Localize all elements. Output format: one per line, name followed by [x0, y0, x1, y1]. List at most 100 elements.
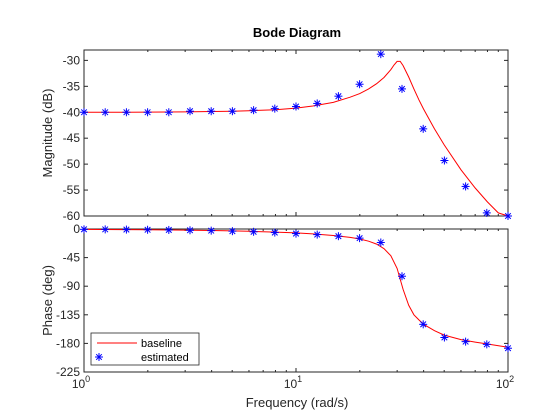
- marker-stroke: [186, 227, 194, 234]
- marker-stroke: [483, 209, 490, 217]
- magnitude-axes-frame: [83, 49, 509, 217]
- marker-stroke: [123, 109, 130, 116]
- marker-stroke: [229, 228, 236, 235]
- marker-stroke: [186, 108, 194, 115]
- marker-stroke: [80, 109, 88, 116]
- estimated-marker: [207, 226, 216, 235]
- estimated-marker: [334, 92, 343, 101]
- legend-box: [90, 332, 200, 366]
- magnitude-panel: -60 -55 -50 -45 -40 -35 -30 Magnitude (dB): [40, 49, 512, 223]
- marker-stroke: [398, 85, 406, 93]
- marker-stroke: [314, 100, 321, 107]
- magnitude-ticks: -60 -55 -50 -45 -40 -35 -30: [63, 50, 509, 223]
- marker-stroke: [504, 345, 512, 352]
- marker-stroke: [292, 103, 300, 110]
- estimated-marker: [355, 234, 364, 243]
- marker-stroke: [377, 239, 384, 246]
- marker-stroke: [95, 353, 103, 361]
- marker-stroke: [420, 321, 427, 328]
- magnitude-y-axis-label: Magnitude (dB): [40, 89, 55, 178]
- estimated-marker: [101, 108, 110, 117]
- y-tick-label: -50: [63, 157, 81, 171]
- y-tick-label: -30: [63, 53, 81, 67]
- marker-stroke: [144, 109, 151, 116]
- legend-label-estimated: estimated: [141, 352, 189, 364]
- marker-stroke: [335, 93, 342, 100]
- marker-stroke: [504, 212, 512, 220]
- estimated-marker: [164, 225, 173, 234]
- marker-stroke: [80, 226, 88, 233]
- estimated-marker: [504, 212, 512, 220]
- chart-title: Bode Diagram: [253, 25, 341, 40]
- estimated-marker: [292, 229, 300, 238]
- y-tick-label: -35: [63, 79, 81, 93]
- estimated-marker: [143, 225, 152, 234]
- marker-stroke: [292, 230, 300, 237]
- y-tick-label: -180: [56, 336, 80, 350]
- legend: baseline estimated: [90, 332, 200, 366]
- marker-stroke: [356, 81, 363, 88]
- estimated-marker: [80, 225, 88, 234]
- phase-y-axis-label: Phase (deg): [40, 265, 55, 336]
- estimated-marker: [122, 225, 131, 234]
- estimated-marker: [355, 80, 364, 89]
- marker-stroke: [271, 229, 278, 236]
- estimated-marker: [80, 108, 88, 117]
- estimated-marker: [397, 84, 406, 93]
- marker-stroke: [377, 50, 384, 58]
- estimated-marker: [228, 107, 237, 116]
- marker-stroke: [441, 157, 448, 164]
- marker-stroke: [441, 334, 448, 341]
- x-tick-exponent: 0: [85, 374, 90, 384]
- y-tick-label: -45: [63, 131, 81, 145]
- marker-stroke: [462, 338, 469, 345]
- marker-stroke: [335, 233, 342, 240]
- marker-stroke: [102, 109, 109, 116]
- estimated-marker: [143, 108, 152, 117]
- estimated-marker: [419, 320, 428, 329]
- marker-stroke: [165, 226, 172, 234]
- marker-stroke: [250, 107, 257, 114]
- marker-stroke: [208, 227, 215, 234]
- y-tick-label: -135: [56, 308, 80, 322]
- estimated-marker: [207, 107, 216, 116]
- x-tick-label: 100: [72, 374, 90, 391]
- estimated-marker: [334, 232, 343, 241]
- marker-stroke: [250, 228, 257, 235]
- estimated-marker: [185, 226, 194, 235]
- estimated-marker: [228, 227, 237, 236]
- estimated-marker: [504, 344, 512, 353]
- x-tick-label: 101: [284, 374, 302, 391]
- estimated-marker: [122, 108, 131, 117]
- estimated-marker: [461, 182, 470, 191]
- x-tick-exponent: 2: [509, 374, 514, 384]
- x-tick-base: 10: [284, 377, 298, 391]
- marker-stroke: [144, 226, 151, 233]
- legend-label-baseline: baseline: [141, 338, 182, 350]
- estimated-marker: [313, 230, 322, 239]
- y-tick-label: -225: [56, 365, 80, 379]
- x-tick-base: 10: [496, 377, 510, 391]
- marker-stroke: [483, 341, 490, 348]
- estimated-marker: [292, 102, 300, 111]
- magnitude-series: [80, 50, 512, 220]
- estimated-marker: [376, 50, 385, 59]
- marker-stroke: [314, 231, 321, 238]
- frequency-ticks: 100 101 102: [72, 374, 514, 391]
- legend-items: baseline estimated: [95, 338, 189, 364]
- estimated-marker: [164, 108, 173, 117]
- estimated-marker: [461, 337, 470, 346]
- y-tick-label: -45: [63, 251, 81, 265]
- estimated-marker: [397, 272, 406, 281]
- estimated-marker: [376, 238, 385, 247]
- x-tick-base: 10: [72, 377, 86, 391]
- estimated-marker: [101, 225, 110, 234]
- estimated-marker: [313, 99, 322, 108]
- phase-series: [80, 225, 512, 353]
- estimated-marker: [185, 107, 194, 116]
- y-tick-label: -60: [63, 209, 81, 223]
- estimated-marker: [419, 124, 428, 133]
- legend-swatch-estimated: [95, 353, 103, 361]
- y-tick-label: 0: [73, 222, 80, 236]
